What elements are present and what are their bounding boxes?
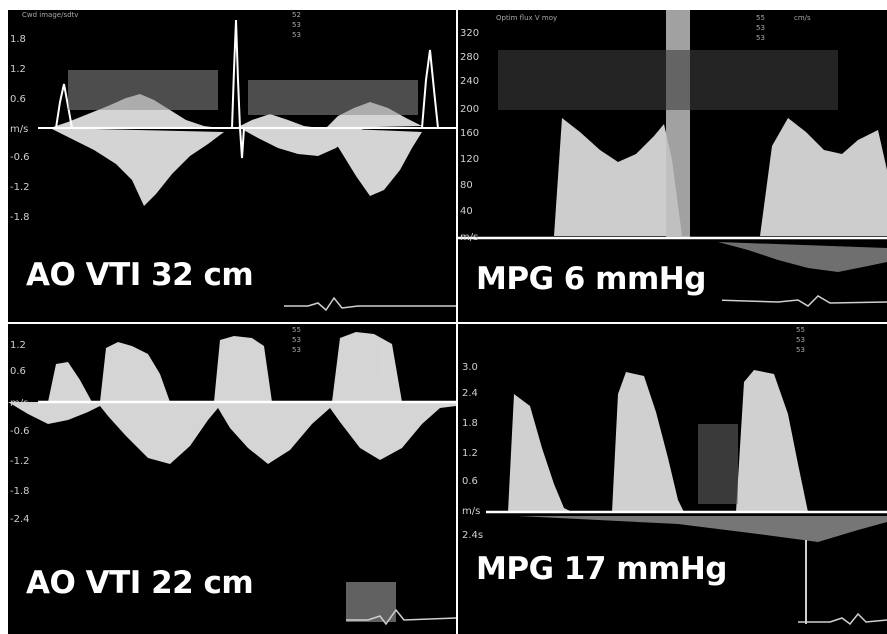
y-tick: 120 [460,154,479,165]
y-tick: 320 [460,28,479,39]
readout-value: 53 [292,336,301,344]
spectral-doppler-trace: 3.0 2.4 1.8 1.2 0.6 m/s 2.4s [462,362,887,626]
y-tick: m/s [10,124,28,135]
spectral-doppler-trace: 1.8 1.2 0.6 m/s -0.6 -1.2 -1.8 [10,19,456,312]
y-tick: 1.2 [10,64,26,75]
y-tick: 0.6 [462,476,478,487]
caption: MPG 6 mmHg [458,250,722,307]
readout-value: 55 [292,326,301,334]
caption: MPG 17 mmHg [458,540,777,597]
y-tick: 80 [460,180,473,191]
y-tick: 200 [460,104,479,115]
y-tick: m/s [462,506,480,517]
y-tick: 280 [460,52,479,63]
y-tick: -1.8 [10,212,30,223]
y-tick: -1.2 [10,182,30,193]
readout-value: 53 [756,24,765,32]
panel-header: Optim flux V moy [496,14,558,22]
y-tick: 0.6 [10,94,26,105]
y-tick: -1.8 [10,486,30,497]
readout-value: 53 [796,336,805,344]
readout-value: 53 [292,21,301,29]
y-tick: 3.0 [462,362,478,373]
y-tick: -0.6 [10,152,30,163]
ecg-trace [798,612,887,626]
readout-value: 53 [292,31,301,39]
doppler-panel-top-left: 1.8 1.2 0.6 m/s -0.6 -1.2 -1.8 Cwd image… [8,10,456,322]
y-tick: 2.4 [462,388,478,399]
y-tick: -1.2 [10,456,30,467]
y-tick: 0.6 [10,366,26,377]
readout-value: 55 [796,326,805,334]
spectral-doppler-trace: 320 280 240 200 160 120 80 40 m/s [458,10,887,307]
y-tick: 1.8 [10,34,26,45]
y-tick: m/s [10,398,28,409]
y-tick: 1.2 [10,340,26,351]
ecg-trace [346,608,456,626]
y-tick: -2.4 [10,514,30,525]
ecg-trace [284,296,456,312]
caption: AO VTI 32 cm [8,246,270,303]
y-tick: 1.2 [462,448,478,459]
y-tick: 40 [460,206,473,217]
y-tick: -0.6 [10,426,30,437]
readout-value: 52 [292,11,301,19]
y-tick: 2.4s [462,530,483,541]
y-tick: m/s [460,232,478,243]
doppler-panel-bottom-left: 1.2 0.6 m/s -0.6 -1.2 -1.8 -2.4 55 53 53… [8,324,456,634]
ecg-trace [713,295,887,307]
doppler-panel-bottom-right: 3.0 2.4 1.8 1.2 0.6 m/s 2.4s 55 53 53 MP… [458,324,887,634]
readout-value: 53 [796,346,805,354]
readout-value: 55 [756,14,765,22]
y-tick: 240 [460,76,479,87]
y-tick: 160 [460,128,479,139]
caption: AO VTI 22 cm [8,554,270,611]
readout-value: 53 [756,34,765,42]
readout-value: 53 [292,346,301,354]
doppler-panel-top-right: 320 280 240 200 160 120 80 40 m/s Optim … [458,10,887,322]
spectral-doppler-trace: 1.2 0.6 m/s -0.6 -1.2 -1.8 -2.4 [8,332,456,626]
unit-label: cm/s [794,14,811,22]
y-tick: 1.8 [462,418,478,429]
panel-header: Cwd image/sdtv [22,11,79,19]
